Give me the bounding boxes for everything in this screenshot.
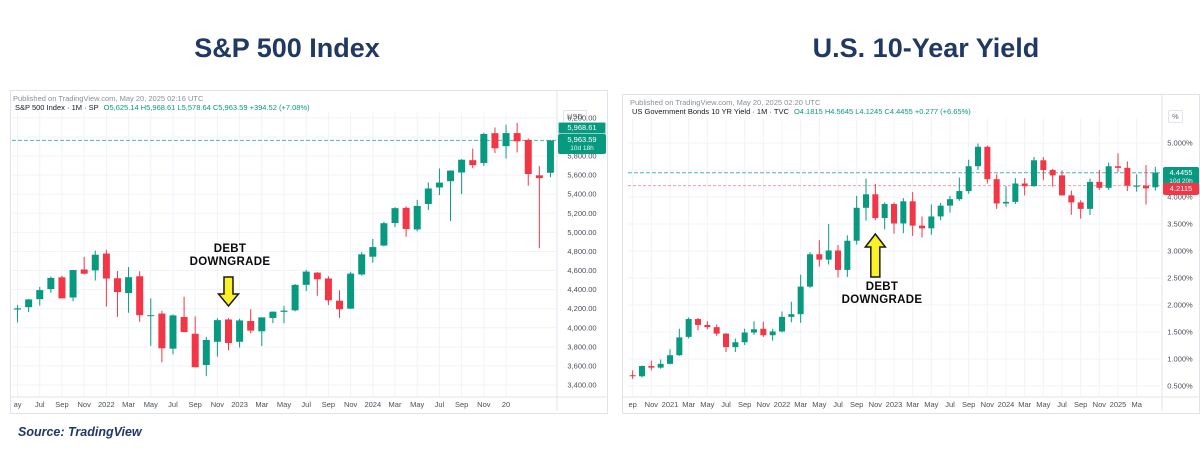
right-debt-downgrade-annotation: DEBT DOWNGRADE (802, 281, 962, 307)
annotation-line1: DEBT (865, 281, 899, 293)
source-caption: Source: TradingView (18, 425, 142, 439)
left-high-price-badge: 5,968.61 (558, 122, 606, 134)
left-published-line: Published on TradingView.com, May 20, 20… (13, 94, 204, 103)
right-countdown: 10d 20h (1169, 178, 1193, 185)
left-symbol-label: S&P 500 Index · 1M · SP (15, 103, 99, 112)
right-chart-title: U.S. 10-Year Yield (812, 33, 1040, 63)
right-prev-close-badge: 4.2115 (1163, 183, 1199, 195)
right-ohlc-values: O4.1815 H4.5645 L4.1245 C4.4455 +0.277 (… (793, 107, 971, 116)
annotation-line2: DOWNGRADE (841, 294, 923, 306)
right-published-line: Published on TradingView.com, May 20, 20… (630, 98, 821, 107)
left-countdown: 10d 18h (570, 145, 594, 152)
left-chart-legend: S&P 500 Index · 1M · SP O5,625.14 H5,968… (15, 103, 310, 112)
annotation-line2: DOWNGRADE (189, 256, 271, 268)
left-debt-downgrade-annotation: DEBT DOWNGRADE (150, 243, 310, 269)
right-last-price-value: 4.4455 (1169, 168, 1193, 177)
right-symbol-label: US Government Bonds 10 YR Yield · 1M · T… (632, 107, 789, 116)
left-last-price-value: 5,963.59 (567, 135, 597, 144)
right-chart-frame (622, 94, 1200, 414)
left-chart-title: S&P 500 Index (194, 33, 380, 63)
right-last-price-badge: 4.4455 10d 20h (1163, 167, 1199, 187)
left-ohlc-values: O5,625.14 H5,968.61 L5,578.64 C5,963.59 … (103, 103, 310, 112)
right-chart-legend: US Government Bonds 10 YR Yield · 1M · T… (632, 107, 971, 116)
right-axis-unit-label: % (1168, 110, 1183, 123)
left-last-price-badge: 5,963.59 10d 18h (558, 134, 606, 154)
annotation-line1: DEBT (213, 243, 247, 255)
